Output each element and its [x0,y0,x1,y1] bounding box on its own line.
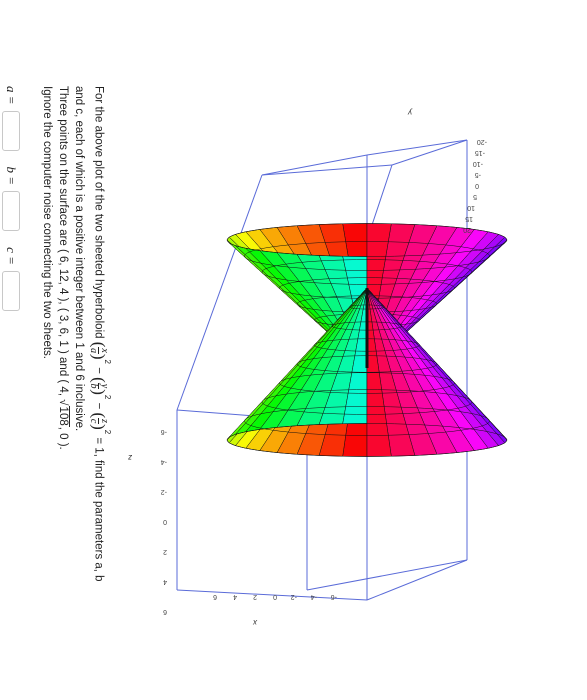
b-label: b = [4,166,19,186]
z-tick-label: -4 [161,458,167,465]
x-tick-label: 6 [213,593,217,600]
x-tick-label: -4 [311,593,317,600]
x-tick-label: -2 [291,593,297,600]
z-axis-name: z [128,453,133,462]
box-edge [176,589,368,601]
z-tick-label: -6 [161,428,167,435]
question-line-4: Ignore the computer noise connecting the… [41,86,53,359]
lower-sheet [226,287,508,457]
box-edge [261,164,393,176]
x-axis-name: x [252,618,258,627]
surface-grid-line [226,423,508,457]
answer-row: a = b = c = [1,86,21,426]
c-input[interactable] [2,270,20,311]
x-tick-label: 0 [273,593,277,600]
question-line-3: Three points on the surface are ( 6, 12,… [57,86,70,450]
y-tick-label: 20 [463,226,471,233]
box-edge [391,139,468,166]
y-tick-label: -10 [473,160,483,167]
surface-grid-line [261,259,473,285]
y-tick-label: -15 [475,149,485,156]
surface-grid-line [244,406,490,436]
question-line-2: and c, each of which is a positive integ… [73,86,85,432]
b-input[interactable] [2,191,20,232]
x-tick-label: 4 [233,593,237,600]
c-label: c = [4,247,19,265]
box-edge [366,559,468,601]
y-tick-label: -5 [475,171,481,178]
y-tick-label: -20 [477,138,487,145]
z-tick-label: 4 [163,578,167,585]
box-edge [306,559,468,591]
z-tick-label: 2 [163,548,167,555]
a-label: a = [4,86,19,105]
z-tick-label: -2 [161,488,167,495]
question-line-1: For the above plot of the two sheeted hy… [88,86,112,582]
z-tick-label: 0 [163,518,167,525]
box-edge [176,174,263,411]
x-tick-label: 2 [253,593,257,600]
axis-ticks: -20-15-10-505101520-6-4-20246-6-4-20246x… [128,108,487,627]
y-tick-label: 5 [473,193,477,200]
z-tick-label: 6 [163,608,167,615]
surface-grid-line [226,223,508,257]
surface-grid-line [244,241,490,271]
surface-grid-line [261,389,473,415]
y-axis-name: y [407,108,413,117]
x-tick-label: -6 [331,593,337,600]
y-tick-label: 10 [467,204,475,211]
y-tick-label: 15 [465,215,473,222]
box-edge [366,139,468,156]
a-input[interactable] [2,110,20,151]
box-edge [261,154,368,176]
surface-grid-line [279,372,455,394]
y-tick-label: 0 [475,182,479,189]
